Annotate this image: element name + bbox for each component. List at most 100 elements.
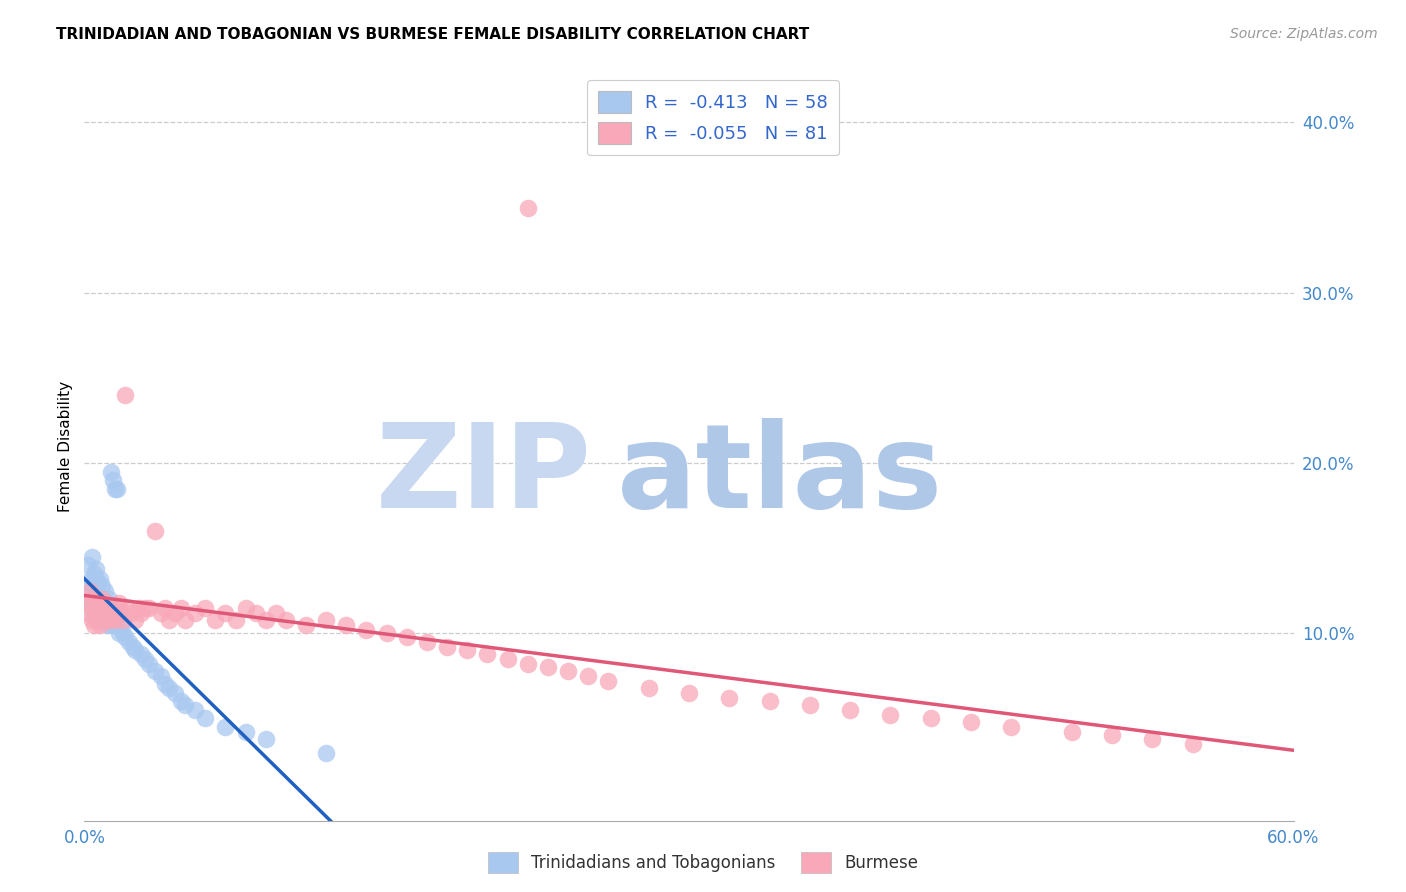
Point xyxy=(83,566,105,581)
Point xyxy=(83,609,105,624)
Point xyxy=(960,714,983,729)
Point xyxy=(174,698,197,712)
Point xyxy=(157,613,180,627)
Point xyxy=(93,600,115,615)
Point xyxy=(87,596,110,610)
Point xyxy=(356,623,378,637)
Point xyxy=(114,630,136,644)
Point xyxy=(598,673,620,688)
Point xyxy=(124,643,146,657)
Point xyxy=(184,703,207,717)
Point xyxy=(101,473,124,487)
Legend: Trinidadians and Tobagonians, Burmese: Trinidadians and Tobagonians, Burmese xyxy=(481,846,925,880)
Point xyxy=(375,626,398,640)
Point xyxy=(456,643,478,657)
Point xyxy=(128,600,150,615)
Point xyxy=(153,600,176,615)
Point xyxy=(235,725,257,739)
Point xyxy=(799,698,821,712)
Point xyxy=(96,617,118,632)
Point xyxy=(157,681,180,695)
Point xyxy=(129,647,152,661)
Point xyxy=(75,596,97,610)
Point xyxy=(204,613,226,627)
Point xyxy=(138,657,160,671)
Point xyxy=(82,613,104,627)
Point xyxy=(264,606,287,620)
Point xyxy=(100,465,122,479)
Point xyxy=(134,652,156,666)
Point xyxy=(395,630,418,644)
Point xyxy=(170,600,193,615)
Point xyxy=(839,703,862,717)
Point xyxy=(120,606,142,620)
Point xyxy=(124,613,146,627)
Point xyxy=(416,635,439,649)
Point xyxy=(436,640,458,654)
Point xyxy=(254,613,277,627)
Point xyxy=(165,606,187,620)
Point xyxy=(93,613,115,627)
Point xyxy=(1000,720,1022,734)
Point xyxy=(149,606,172,620)
Point xyxy=(335,617,357,632)
Point xyxy=(920,711,942,725)
Point xyxy=(83,589,105,603)
Point xyxy=(149,669,172,683)
Point xyxy=(1142,731,1164,746)
Point xyxy=(86,583,108,598)
Point xyxy=(96,600,118,615)
Point xyxy=(879,708,901,723)
Point xyxy=(97,600,120,615)
Point xyxy=(245,606,267,620)
Point xyxy=(557,664,579,678)
Point xyxy=(83,600,105,615)
Point xyxy=(315,613,337,627)
Point xyxy=(174,613,197,627)
Text: TRINIDADIAN AND TOBAGONIAN VS BURMESE FEMALE DISABILITY CORRELATION CHART: TRINIDADIAN AND TOBAGONIAN VS BURMESE FE… xyxy=(56,27,810,42)
Point xyxy=(89,596,111,610)
Point xyxy=(77,558,100,573)
Point xyxy=(254,731,277,746)
Point xyxy=(91,592,114,607)
Point xyxy=(111,613,134,627)
Point xyxy=(315,746,337,760)
Point xyxy=(143,664,166,678)
Point xyxy=(97,609,120,624)
Point xyxy=(79,583,101,598)
Point xyxy=(225,613,247,627)
Point xyxy=(1101,729,1123,743)
Point xyxy=(214,606,236,620)
Point xyxy=(194,711,217,725)
Point xyxy=(100,609,122,624)
Point xyxy=(111,626,134,640)
Text: atlas: atlas xyxy=(616,418,942,533)
Point xyxy=(118,600,141,615)
Point xyxy=(97,592,120,607)
Point xyxy=(576,669,599,683)
Point xyxy=(516,657,538,671)
Point xyxy=(129,606,152,620)
Point xyxy=(138,600,160,615)
Point xyxy=(75,575,97,590)
Point xyxy=(97,613,120,627)
Point xyxy=(91,606,114,620)
Text: Source: ZipAtlas.com: Source: ZipAtlas.com xyxy=(1230,27,1378,41)
Point xyxy=(134,600,156,615)
Point xyxy=(718,691,741,706)
Point xyxy=(110,606,132,620)
Point xyxy=(235,600,257,615)
Point xyxy=(295,617,318,632)
Point xyxy=(91,613,114,627)
Point xyxy=(274,613,297,627)
Point xyxy=(114,388,136,402)
Point xyxy=(637,681,659,695)
Point xyxy=(96,606,118,620)
Point xyxy=(104,617,127,632)
Point xyxy=(89,606,111,620)
Point xyxy=(87,613,110,627)
Point xyxy=(93,609,115,624)
Text: ZIP: ZIP xyxy=(377,418,592,533)
Point xyxy=(477,647,499,661)
Y-axis label: Female Disability: Female Disability xyxy=(58,380,73,512)
